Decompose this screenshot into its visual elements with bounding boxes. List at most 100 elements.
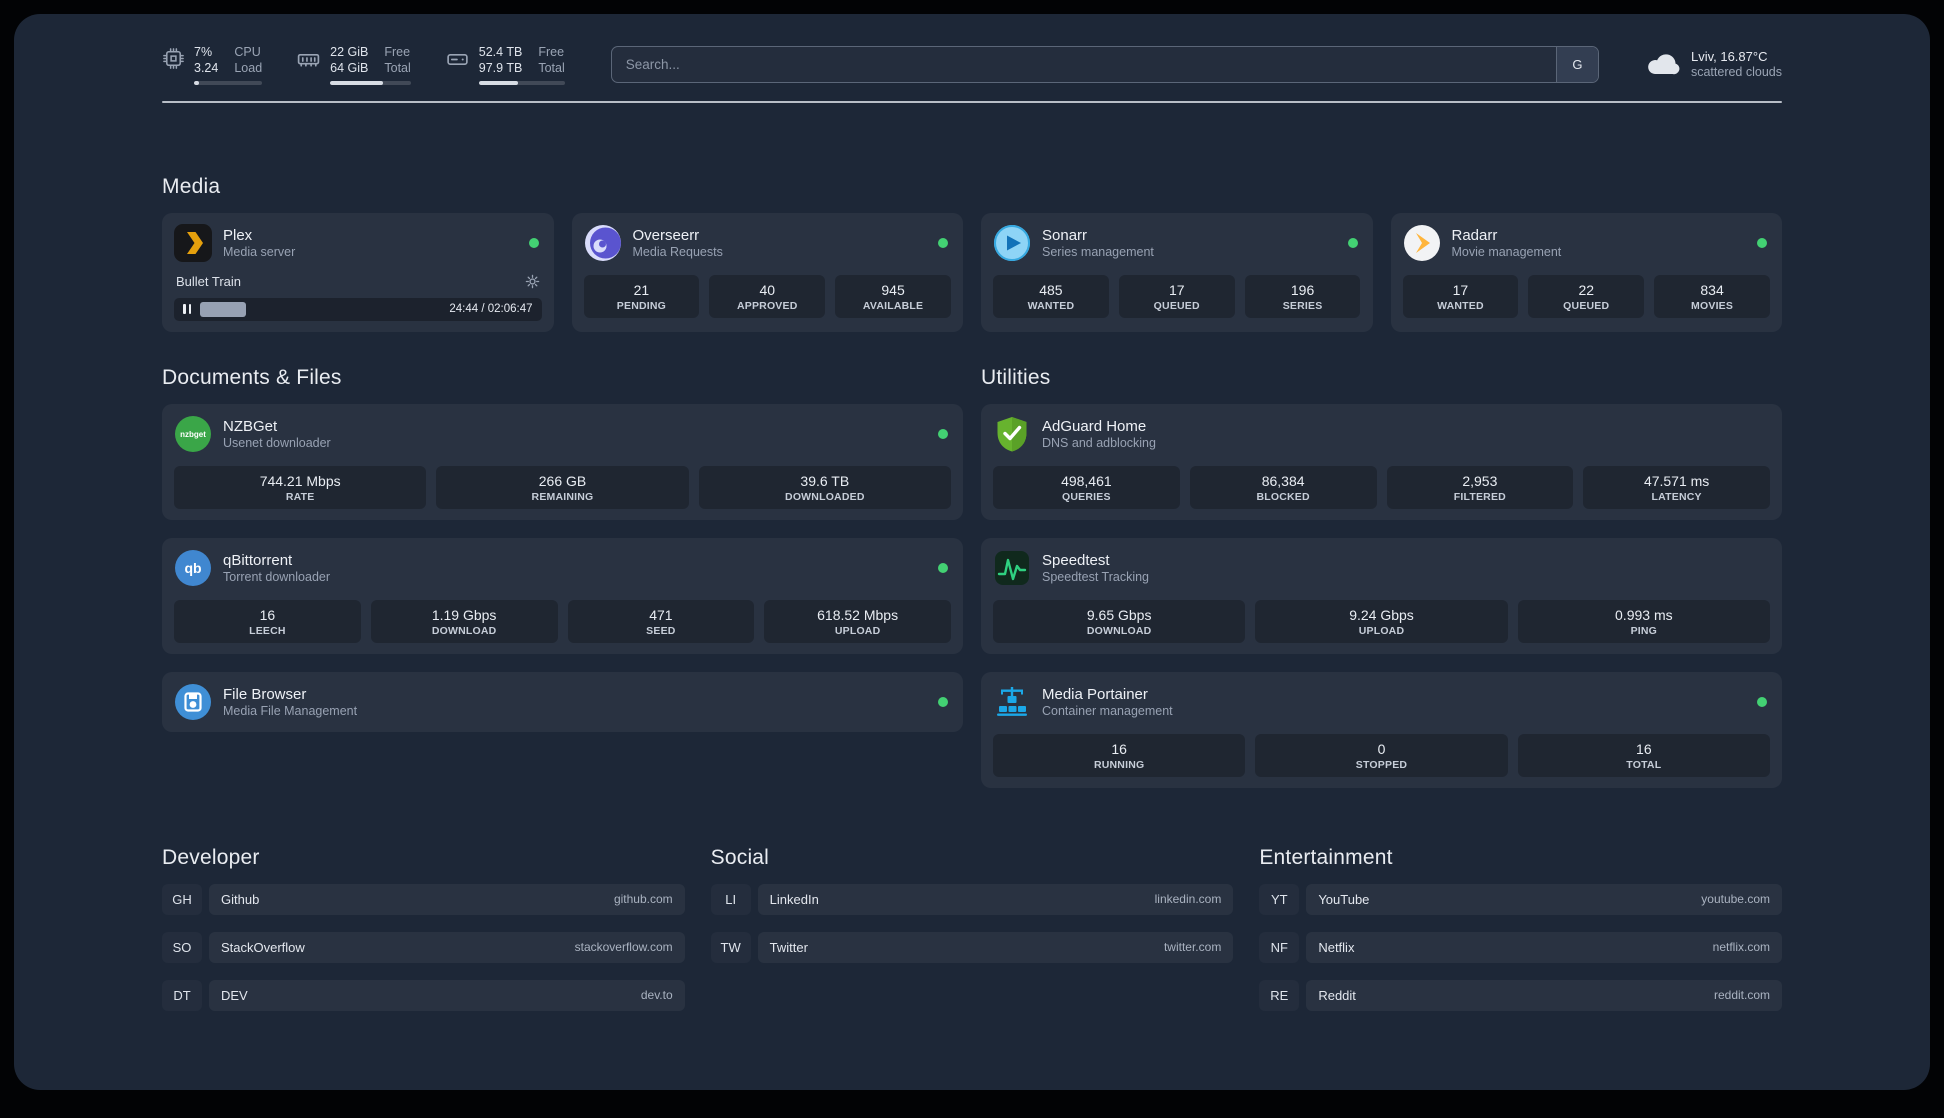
weather-location: Lviv, 16.87°C xyxy=(1690,49,1768,65)
search-provider-button[interactable]: G xyxy=(1555,46,1598,82)
stat-wanted: 17 WANTED xyxy=(1402,274,1519,318)
cpu-icon xyxy=(162,47,185,70)
disk-icon xyxy=(445,47,470,72)
stat-upload: 618.52 Mbps UPLOAD xyxy=(764,599,951,643)
card-head: Sonarr Series management xyxy=(993,224,1361,262)
bookmark-abbr: YT xyxy=(1259,884,1299,915)
bookmark-abbr: SO xyxy=(162,932,202,963)
stat-upload: 9.24 Gbps UPLOAD xyxy=(1255,599,1508,643)
service-subtitle: Container management xyxy=(1042,703,1173,718)
speedtest-icon xyxy=(993,549,1031,587)
filebrowser-icon xyxy=(174,683,212,721)
stats-row: 16 RUNNING 0 STOPPED 16 TOTAL xyxy=(993,733,1770,777)
nzbget-icon: nzbget xyxy=(174,415,212,453)
service-text: NZBGet Usenet downloader xyxy=(223,418,331,450)
memory-usage-bar xyxy=(330,80,411,85)
section-title-utilities: Utilities xyxy=(981,365,1051,389)
cpu-widget: 7% CPU 3.24 Load xyxy=(162,44,263,85)
card-head: Media Portainer Container management xyxy=(993,683,1770,721)
card-head: File Browser Media File Management xyxy=(174,683,951,721)
stat-running: 16 RUNNING xyxy=(993,733,1246,777)
resource-widgets: 7% CPU 3.24 Load xyxy=(162,44,565,85)
cpu-usage-bar xyxy=(194,80,263,85)
middle-columns: Documents & Files nzbget NZBGet Usenet d… xyxy=(162,366,1782,788)
service-card-sonarr[interactable]: Sonarr Series management 485 WANTED 17 Q… xyxy=(981,212,1373,332)
bookmark-stackoverflow[interactable]: SO StackOverflow stackoverflow.com xyxy=(162,931,685,963)
service-text: Speedtest Speedtest Tracking xyxy=(1042,552,1149,584)
card-head: Speedtest Speedtest Tracking xyxy=(993,549,1770,587)
status-dot xyxy=(938,428,948,439)
section-media: Media Plex Media server xyxy=(162,175,1782,332)
radarr-icon xyxy=(1403,224,1441,262)
bookmark-youtube[interactable]: YT YouTube youtube.com xyxy=(1259,883,1782,915)
card-head: AdGuard Home DNS and adblocking xyxy=(993,415,1770,453)
stat-pending: 21 PENDING xyxy=(583,274,700,318)
card-head: qb qBittorrent Torrent downloader xyxy=(174,549,951,587)
bookmark-twitter[interactable]: TW Twitter twitter.com xyxy=(711,931,1234,963)
service-text: File Browser Media File Management xyxy=(223,686,357,718)
stats-row: 17 WANTED 22 QUEUED 834 MOVIES xyxy=(1402,274,1771,318)
section-title-media: Media xyxy=(162,174,221,198)
search-input[interactable] xyxy=(610,45,1599,83)
service-text: Overseerr Media Requests xyxy=(633,227,723,259)
stats-row: 485 WANTED 17 QUEUED 196 SERIES xyxy=(993,274,1361,318)
svg-text:qb: qb xyxy=(184,560,201,576)
stat-remaining: 266 GB REMAINING xyxy=(436,465,689,509)
media-grid: Plex Media server Bullet Train xyxy=(162,212,1782,332)
pause-icon[interactable] xyxy=(183,304,191,314)
memory-free: 22 GiB xyxy=(330,45,369,59)
now-playing-row: Bullet Train xyxy=(174,274,542,289)
service-card-radarr[interactable]: Radarr Movie management 17 WANTED 22 QUE… xyxy=(1390,212,1782,332)
service-text: Sonarr Series management xyxy=(1042,227,1154,259)
service-subtitle: Media Requests xyxy=(632,244,723,259)
service-card-filebrowser[interactable]: File Browser Media File Management xyxy=(162,671,963,732)
service-text: Media Portainer Container management xyxy=(1042,686,1173,718)
service-subtitle: Series management xyxy=(1042,244,1154,259)
service-card-speedtest[interactable]: Speedtest Speedtest Tracking 9.65 Gbps D… xyxy=(981,537,1782,654)
memory-widget: 22 GiB Free 64 GiB Total xyxy=(296,44,411,85)
topbar-divider xyxy=(162,100,1782,103)
adguard-icon xyxy=(993,415,1031,453)
service-card-portainer[interactable]: Media Portainer Container management 16 … xyxy=(981,671,1782,788)
memory-label-bottom: Total xyxy=(384,61,411,76)
stat-downloaded: 39.6 TB DOWNLOADED xyxy=(698,465,951,509)
plex-icon xyxy=(174,223,212,262)
bookmark-linkedin[interactable]: LI LinkedIn linkedin.com xyxy=(711,883,1234,915)
bookmark-netflix[interactable]: NF Netflix netflix.com xyxy=(1259,931,1782,963)
bookmark-reddit[interactable]: RE Reddit reddit.com xyxy=(1259,979,1782,1011)
bookmark-group-social: Social LI LinkedIn linkedin.com TW Twitt… xyxy=(711,846,1234,1028)
service-card-plex[interactable]: Plex Media server Bullet Train xyxy=(162,212,554,332)
section-title-entertainment: Entertainment xyxy=(1259,845,1393,869)
settings-gear-icon[interactable] xyxy=(525,274,540,289)
cpu-load: 3.24 xyxy=(194,61,219,76)
cpu-percent: 7% xyxy=(194,45,213,59)
stat-filtered: 2,953 FILTERED xyxy=(1386,465,1574,509)
stat-queued: 22 QUEUED xyxy=(1528,274,1645,318)
bookmark-abbr: NF xyxy=(1259,932,1299,963)
playback-progress-track[interactable] xyxy=(200,301,440,317)
service-card-overseerr[interactable]: Overseerr Media Requests 21 PENDING 40 A… xyxy=(571,212,963,332)
service-name: AdGuard Home xyxy=(1042,417,1147,435)
service-name: Speedtest xyxy=(1042,551,1110,569)
card-head: Overseerr Media Requests xyxy=(584,224,952,262)
stats-row: 16 LEECH 1.19 Gbps DOWNLOAD 471 SEED 618… xyxy=(174,599,951,643)
portainer-icon xyxy=(993,683,1031,721)
service-name: NZBGet xyxy=(223,417,278,435)
cpu-label-top: CPU xyxy=(234,45,261,59)
bookmark-bar: Github github.com xyxy=(209,883,685,915)
bookmark-dev[interactable]: DT DEV dev.to xyxy=(162,979,685,1011)
weather-text: Lviv, 16.87°C scattered clouds xyxy=(1691,49,1782,79)
stats-row: 9.65 Gbps DOWNLOAD 9.24 Gbps UPLOAD 0.99… xyxy=(993,599,1770,643)
topbar: 7% CPU 3.24 Load xyxy=(162,44,1782,85)
service-card-adguard[interactable]: AdGuard Home DNS and adblocking 498,461 … xyxy=(981,403,1782,520)
now-playing-title: Bullet Train xyxy=(176,273,242,289)
section-utilities: Utilities AdGuard Home DNS and adblockin… xyxy=(981,366,1782,788)
disk-label-bottom: Total xyxy=(538,61,565,76)
bookmark-github[interactable]: GH Github github.com xyxy=(162,883,685,915)
service-card-nzbget[interactable]: nzbget NZBGet Usenet downloader 744.21 M… xyxy=(162,403,963,520)
service-card-qbittorrent[interactable]: qb qBittorrent Torrent downloader 16 LEE… xyxy=(162,537,963,654)
plex-player-bar[interactable]: 24:44 / 02:06:47 xyxy=(174,297,542,321)
status-dot xyxy=(938,237,948,248)
disk-widget: 52.4 TB Free 97.9 TB Total xyxy=(445,44,565,85)
qbittorrent-icon: qb xyxy=(174,549,212,587)
